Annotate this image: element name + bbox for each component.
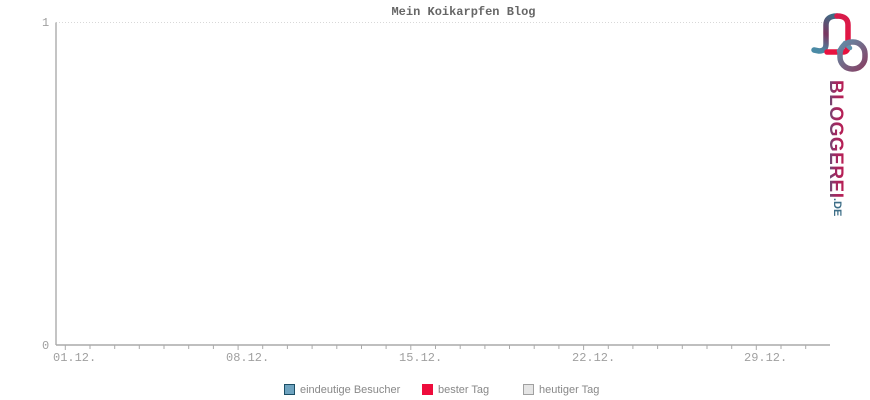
svg-text:BLOGGEREI: BLOGGEREI <box>825 80 846 199</box>
svg-text:.DE: .DE <box>831 198 843 216</box>
